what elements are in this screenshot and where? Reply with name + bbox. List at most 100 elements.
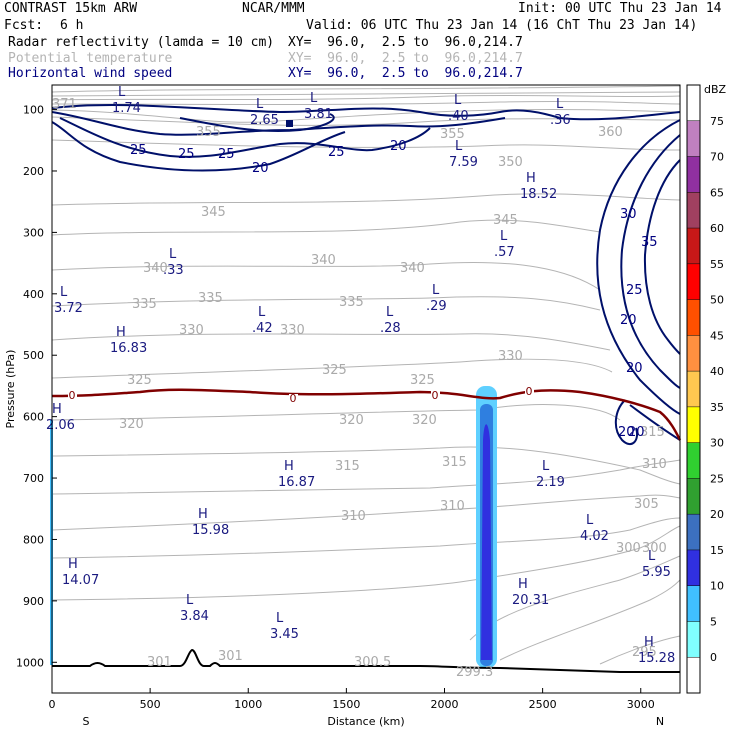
extremum-value: 16.83 [110, 341, 147, 356]
extremum-value: .42 [252, 321, 273, 336]
freezing-label-bg [525, 387, 534, 397]
wind-label: 20 [620, 313, 637, 328]
wind-contour [51, 103, 681, 121]
colorbar-label: 5 [710, 615, 717, 628]
theta-contour [51, 494, 681, 531]
y-tick-label: 600 [23, 411, 44, 424]
wind-contour [596, 119, 681, 415]
theta-contour [469, 555, 681, 641]
theta-contour [51, 85, 681, 93]
theta-contours [51, 85, 681, 693]
colorbar-label: 40 [710, 365, 724, 378]
wind-label: 20 [628, 425, 645, 440]
extremum-value: 15.98 [192, 523, 229, 538]
theta-label: 335 [339, 295, 364, 310]
theta-contour [51, 404, 621, 421]
theta-label: 360 [598, 125, 623, 140]
extremum-type: L [542, 459, 550, 474]
wind-label: 25 [218, 147, 235, 162]
extremum-value: 2.06 [46, 418, 75, 433]
extremum-value: 3.81 [304, 107, 333, 122]
y-axis-title: Pressure (hPa) [4, 350, 17, 429]
theta-contour [51, 296, 601, 311]
theta-label: 299.3 [456, 665, 493, 680]
wind-label: 25 [178, 147, 195, 162]
theta-label: 301 [218, 649, 243, 664]
extremum-type: H [116, 325, 126, 340]
theta-label: 315 [442, 455, 467, 470]
extremum-value: 18.52 [520, 187, 557, 202]
field-theta-xy: XY= 96.0, 2.5 to 96.0,214.7 [288, 51, 523, 66]
x-tick-label: 2000 [431, 698, 459, 711]
theta-label: 345 [201, 205, 226, 220]
theta-label: 345 [493, 213, 518, 228]
freezing-level-label: 0 [432, 389, 439, 402]
colorbar-label: 25 [710, 472, 724, 485]
theta-label: 330 [498, 349, 523, 364]
extremum-value: .40 [448, 109, 469, 124]
extremum-type: L [500, 229, 508, 244]
colorbar-label: 50 [710, 294, 724, 307]
colorbar-label: 60 [710, 222, 724, 235]
theta-label: 320 [119, 417, 144, 432]
theta-contour [51, 139, 681, 151]
extremum-type: L [432, 283, 440, 298]
model-title: CONTRAST 15km ARW [4, 1, 138, 16]
theta-label: 325 [410, 373, 435, 388]
extremum-type: L [258, 305, 266, 320]
wind-contours [51, 103, 681, 446]
extremum-value: 3.84 [180, 609, 209, 624]
y-tick-label: 900 [23, 595, 44, 608]
theta-label: 350 [498, 155, 523, 170]
wind-contour [614, 399, 638, 446]
theta-label: 325 [127, 373, 152, 388]
x-tick-label: 3000 [627, 698, 655, 711]
theta-contour [51, 358, 613, 379]
freezing-label-bg [431, 391, 440, 401]
extremum-type: H [284, 459, 294, 474]
theta-label: 355 [440, 127, 465, 142]
y-tick-label: 100 [23, 104, 44, 117]
valid-time: Valid: 06 UTC Thu 23 Jan 14 (16 ChT Thu … [306, 18, 698, 33]
extremum-value: 3.72 [54, 301, 83, 316]
extremum-type: L [648, 549, 656, 564]
extremum-type: H [518, 577, 528, 592]
colorbar-segment [687, 192, 700, 229]
colorbar-label: 35 [710, 401, 724, 414]
wind-contour [629, 404, 681, 441]
colorbar-segment [687, 406, 700, 443]
extremum-value: 15.28 [638, 651, 675, 666]
y-tick-label: 200 [23, 165, 44, 178]
freezing-label-bg [68, 391, 77, 401]
theta-contour [599, 635, 681, 665]
extremum-value: 2.65 [250, 113, 279, 128]
theta-label: 310 [341, 509, 366, 524]
extremum-type: L [586, 513, 594, 528]
x-tick-label: 0 [49, 698, 56, 711]
surface-line [52, 648, 680, 673]
colorbar-label: 55 [710, 258, 724, 271]
fcst-label: Fcst: [4, 18, 44, 33]
wind-label: 20 [390, 139, 407, 154]
extremum-value: 5.95 [642, 565, 671, 580]
extremum-value: .57 [494, 245, 515, 260]
wind-label: 35 [641, 235, 658, 250]
extremum-value: 16.87 [278, 475, 315, 490]
extremum-type: H [526, 171, 536, 186]
colorbar-segment [687, 228, 700, 264]
theta-label: 320 [412, 413, 437, 428]
extremum-type: L [386, 305, 394, 320]
field-wind-xy: XY= 96.0, 2.5 to 96.0,214.7 [288, 66, 523, 81]
field-reflectivity-xy: XY= 96.0, 2.5 to 96.0,214.7 [288, 35, 523, 50]
freezing-level: 0 0 0 0 [51, 385, 682, 673]
extremum-type: L [186, 593, 194, 608]
colorbar-label: 10 [710, 580, 724, 593]
extremum-type: L [276, 611, 284, 626]
colorbar-label: 70 [710, 151, 724, 164]
theta-label: 310 [642, 457, 667, 472]
wind-max-marker [286, 120, 293, 127]
x-tick-label: 500 [140, 698, 161, 711]
theta-label: 315 [335, 459, 360, 474]
